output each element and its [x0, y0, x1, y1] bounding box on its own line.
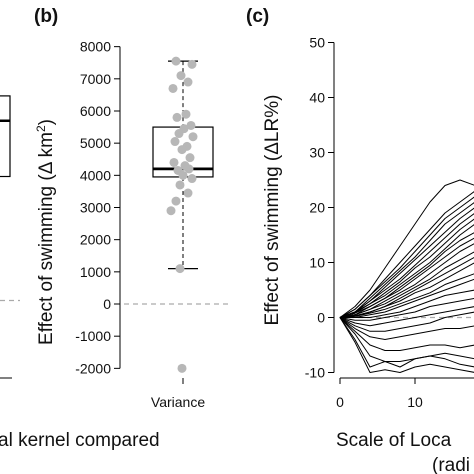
panel-c-series-line	[339, 311, 474, 332]
panel-c-y-tick-label: 30	[309, 145, 325, 161]
panel-c-series-line	[340, 289, 474, 318]
panel-b-ylabel-main: Effect of swimming (Δ km	[36, 132, 57, 345]
panel-c-series-line	[339, 273, 474, 318]
panel-b-data-point	[177, 145, 187, 155]
panel-b-ylabel-superscript: 2	[34, 125, 48, 132]
panel-b-y-tick-label: -1000	[75, 328, 111, 344]
panel-c-xlabel-line2: (radi	[432, 455, 470, 474]
panel-b-data-point	[187, 174, 197, 184]
panel-c-y-tick-label: 0	[317, 310, 325, 326]
panel-b-data-point	[184, 164, 194, 174]
panel-b-y-tick-label: -2000	[75, 360, 111, 376]
panel-b: (b) Effect of swimming (Δ km2) -2000 -100…	[34, 6, 232, 410]
panel-c-series-line	[339, 297, 474, 321]
panel-a	[0, 95, 20, 379]
panel-c-series-line	[339, 317, 474, 351]
panel-c-series-line	[339, 317, 474, 368]
panel-c: (c) Effect of swimming (ΔLR%) -10 0 10 20 30…	[246, 6, 474, 410]
panel-b-data-point	[177, 363, 187, 373]
panel-b-data-point	[185, 153, 195, 163]
panel-b-data-point	[187, 59, 197, 69]
panel-c-series-line	[339, 207, 474, 318]
left-xlabel-fragment: al kernel compared	[0, 430, 160, 451]
panel-b-data-point	[171, 56, 181, 66]
panel-b-y-tick-label: 7000	[80, 71, 111, 87]
panel-b-y-tick-label: 8000	[80, 39, 111, 55]
panel-c-series-line	[339, 317, 474, 340]
panel-c-xlabel: Scale of Loca	[336, 430, 452, 451]
panel-b-data-point	[175, 264, 185, 274]
panel-c-series-line	[339, 306, 474, 327]
panel-c-ylabel: Effect of swimming (ΔLR%)	[262, 95, 283, 326]
panel-b-data-point	[175, 180, 185, 190]
panel-b-y-tick-label: 4000	[80, 167, 111, 183]
panel-b-y-tick-label: 3000	[80, 200, 111, 216]
panel-c-series-line	[339, 317, 474, 373]
panel-b-data-point	[183, 77, 193, 87]
panel-c-y-tick-label: 10	[309, 255, 325, 271]
panel-a-box	[0, 95, 11, 178]
panel-b-data-point	[171, 196, 181, 206]
panel-b-y-tick-label: 6000	[80, 103, 111, 119]
panel-b-y-tick-label: 0	[103, 296, 111, 312]
panel-c-series-line	[339, 196, 474, 318]
panel-c-y-tick-label: 50	[309, 35, 325, 51]
panel-b-category-label: Variance	[151, 394, 205, 410]
panel-b-y-tick-label: 2000	[80, 232, 111, 248]
panel-c-series-line	[339, 251, 474, 318]
panel-b-data-point	[170, 137, 180, 147]
panel-b-data-point	[188, 132, 198, 142]
panel-b-data-point	[176, 71, 186, 81]
panel-c-x-tick-label: 0	[336, 394, 344, 410]
panel-b-data-point	[169, 157, 179, 167]
panel-b-data-point	[183, 188, 193, 198]
panel-b-data-point	[168, 83, 178, 93]
panel-c-series-line	[339, 179, 474, 318]
panel-c-y-tick-label: 40	[309, 90, 325, 106]
panel-c-label: (c)	[246, 6, 269, 27]
panel-b-data-point	[181, 109, 191, 119]
panel-c-series-line	[340, 278, 474, 318]
panel-b-data-point	[174, 129, 184, 139]
panel-b-data-point	[166, 206, 176, 216]
panel-b-data-point	[178, 170, 188, 180]
panel-c-y-tick-label: -10	[305, 365, 325, 381]
panel-b-y-tick-label: 1000	[80, 264, 111, 280]
panel-c-series-line	[339, 224, 474, 318]
panel-c-series-line	[339, 202, 474, 318]
panel-b-ylabel: Effect of swimming (Δ km2)	[34, 119, 57, 345]
panel-c-series-line	[339, 262, 474, 318]
panel-c-x-tick-label: 10	[407, 394, 423, 410]
panel-c-y-tick-label: 20	[309, 200, 325, 216]
panel-c-series-line	[339, 213, 474, 318]
panel-b-y-tick-label: 5000	[80, 135, 111, 151]
panel-b-data-point	[172, 112, 182, 122]
panel-b-label: (b)	[34, 6, 58, 27]
panel-b-data-point	[186, 120, 196, 130]
panel-c-series-line	[339, 237, 474, 318]
panel-b-ylabel-close: )	[36, 119, 57, 125]
